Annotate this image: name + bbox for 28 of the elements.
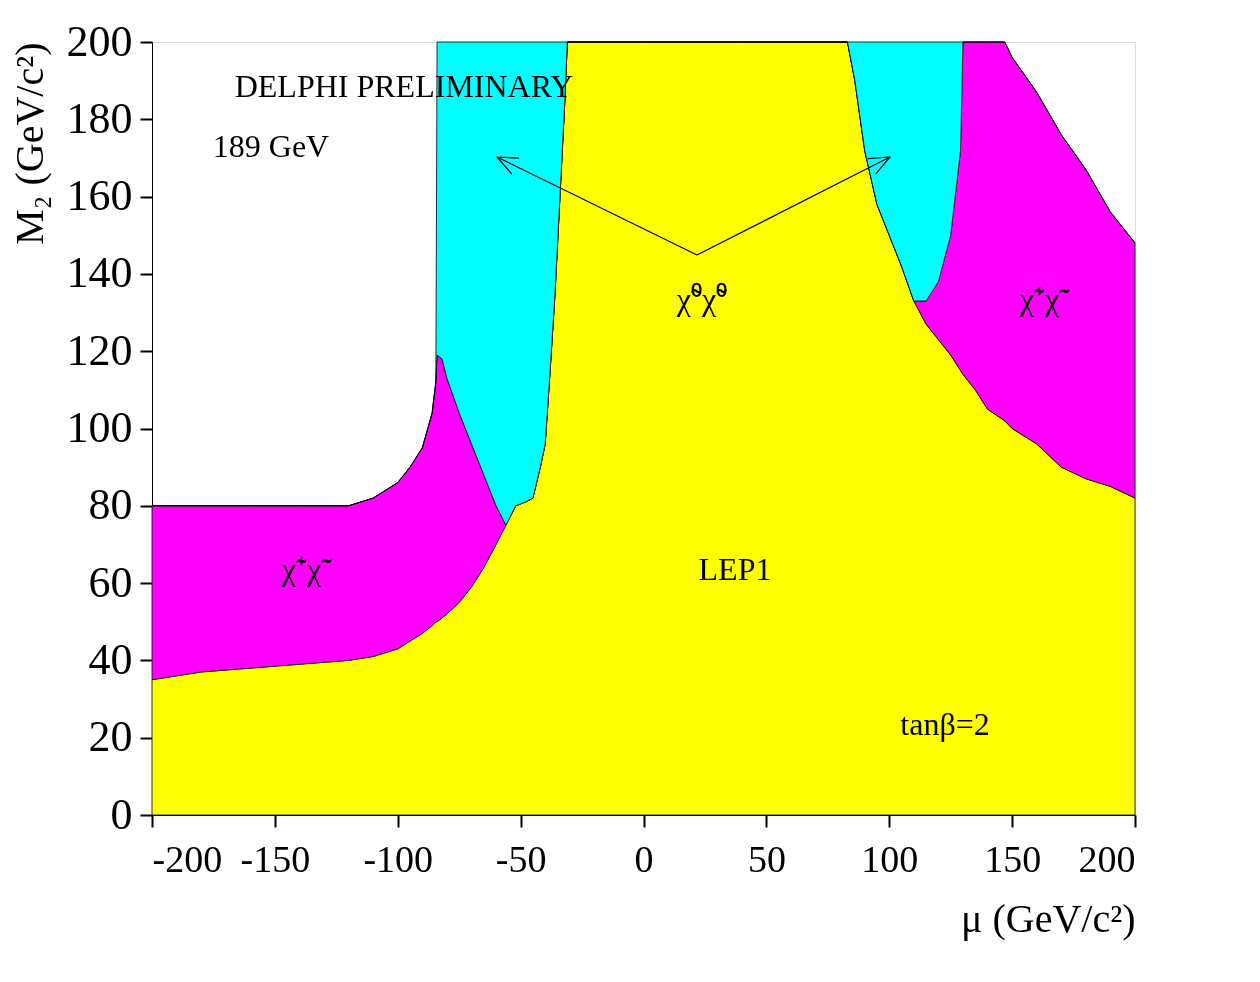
y-tick-label: 100 bbox=[66, 403, 133, 452]
x-tick-label: 0 bbox=[634, 837, 654, 880]
annotation: 189 GeV bbox=[212, 128, 330, 164]
y-tick-label: 80 bbox=[88, 480, 133, 530]
x-tick-label: 50 bbox=[747, 837, 786, 880]
y-tick-label: 160 bbox=[66, 171, 133, 221]
y-tick-label: 180 bbox=[66, 93, 133, 143]
x-tick-label: -200 bbox=[152, 837, 223, 880]
y-tick-label: 120 bbox=[66, 325, 133, 375]
y-tick-label: 60 bbox=[88, 557, 133, 607]
x-tick-label: 150 bbox=[984, 837, 1042, 880]
y-tick-label: 40 bbox=[88, 634, 133, 684]
x-tick-label: -50 bbox=[495, 837, 547, 880]
annotation: χ̃⁰χ̃⁰ bbox=[675, 281, 728, 317]
annotation: χ̃⁺χ̃⁻ bbox=[1018, 281, 1071, 317]
x-tick-label: -100 bbox=[363, 837, 434, 880]
annotation: tanβ=2 bbox=[900, 706, 990, 742]
y-tick-label: 0 bbox=[110, 789, 133, 839]
x-tick-label: -150 bbox=[240, 837, 311, 880]
annotation: χ̃⁺χ̃⁻ bbox=[280, 551, 333, 587]
y-tick-label: 140 bbox=[66, 248, 133, 298]
annotation: LEP1 bbox=[698, 551, 772, 587]
y-tick-label: 200 bbox=[66, 16, 133, 66]
x-axis-title: μ (GeV/c²) bbox=[961, 895, 1136, 941]
x-tick-label: 100 bbox=[861, 837, 919, 880]
y-tick-label: 20 bbox=[88, 712, 133, 762]
y-axis-title: M₂ (GeV/c²) bbox=[6, 42, 52, 246]
x-tick-label: 200 bbox=[1078, 837, 1136, 880]
